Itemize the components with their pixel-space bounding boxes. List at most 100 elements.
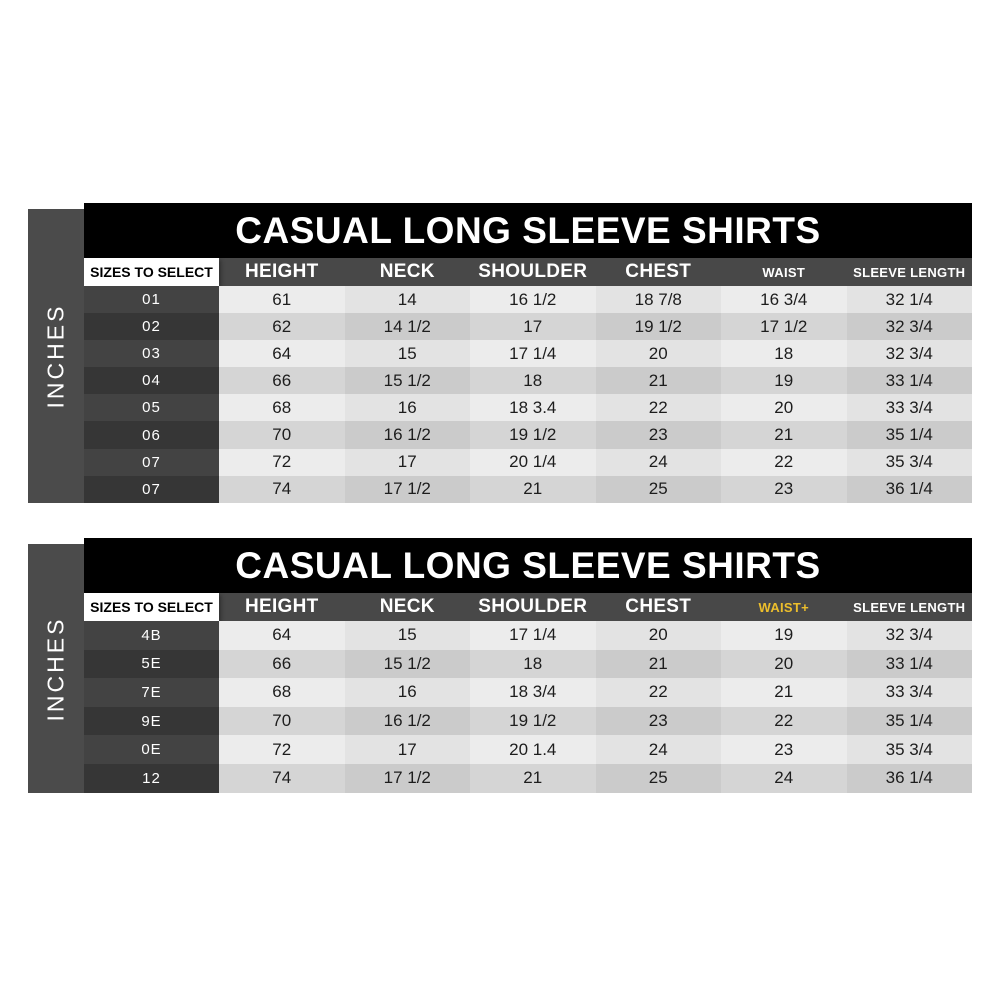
value-cell: 22 — [595, 394, 721, 422]
table-row: 01 61 14 16 1/2 18 7/8 16 3/4 32 1/4 — [84, 286, 972, 314]
value-cell: 33 1/4 — [846, 367, 972, 395]
value-cell: 16 1/2 — [344, 421, 470, 449]
column-header: NECK — [379, 261, 435, 282]
value-cell: 15 — [344, 340, 470, 368]
size-cell: 0E — [84, 735, 219, 764]
value-cell: 19 — [721, 367, 847, 395]
column-header: WAIST+ — [758, 599, 810, 615]
value-cell: 35 3/4 — [846, 448, 972, 476]
value-cell: 35 1/4 — [846, 421, 972, 449]
table-main: CASUAL LONG SLEEVE SHIRTS SIZES TO SELEC… — [84, 203, 972, 503]
unit-label: INCHES — [42, 303, 69, 409]
value-cell: 16 1/2 — [470, 286, 596, 314]
table-row: 4B 64 15 17 1/4 20 19 32 3/4 — [84, 621, 972, 650]
value-cell: 64 — [219, 340, 345, 368]
size-cell: 4B — [84, 621, 219, 650]
table-row: 9E 70 16 1/2 19 1/2 23 22 35 1/4 — [84, 706, 972, 736]
value-cell: 18 3.4 — [470, 394, 596, 422]
value-cell: 68 — [219, 678, 345, 707]
value-cell: 35 1/4 — [846, 706, 972, 736]
table-title: CASUAL LONG SLEEVE SHIRTS — [235, 209, 821, 251]
value-cell: 16 — [344, 394, 470, 422]
value-cell: 21 — [721, 678, 847, 707]
value-cell: 20 — [721, 649, 847, 679]
value-cell: 21 — [721, 421, 847, 449]
size-cell: 01 — [84, 286, 219, 314]
table-row: 02 62 14 1/2 17 19 1/2 17 1/2 32 3/4 — [84, 313, 972, 341]
value-cell: 74 — [219, 763, 345, 793]
size-cell: 5E — [84, 649, 219, 679]
value-cell: 19 1/2 — [595, 313, 721, 341]
value-cell: 21 — [470, 763, 596, 793]
size-cell: 04 — [84, 367, 219, 395]
value-cell: 22 — [721, 706, 847, 736]
value-cell: 20 — [595, 621, 721, 650]
value-cell: 18 7/8 — [595, 286, 721, 314]
table-row: 5E 66 15 1/2 18 21 20 33 1/4 — [84, 649, 972, 679]
value-cell: 20 1/4 — [470, 448, 596, 476]
header-row: SIZES TO SELECT HEIGHT NECK SHOULDER CHEST W… — [84, 593, 972, 621]
column-header: CHEST — [625, 261, 692, 282]
value-cell: 32 3/4 — [846, 313, 972, 341]
value-cell: 70 — [219, 421, 345, 449]
value-cell: 16 1/2 — [344, 706, 470, 736]
value-cell: 21 — [595, 649, 721, 679]
value-cell: 20 — [721, 394, 847, 422]
value-cell: 23 — [721, 735, 847, 764]
table-row: 07 72 17 20 1/4 24 22 35 3/4 — [84, 448, 972, 476]
column-header: WAIST — [762, 264, 806, 280]
size-cell: 03 — [84, 340, 219, 368]
value-cell: 33 3/4 — [846, 678, 972, 707]
value-cell: 36 1/4 — [846, 763, 972, 793]
column-header: SHOULDER — [478, 596, 588, 617]
value-cell: 24 — [595, 448, 721, 476]
value-cell: 15 1/2 — [344, 649, 470, 679]
table-title-bar: CASUAL LONG SLEEVE SHIRTS — [84, 538, 972, 593]
value-cell: 19 — [721, 621, 847, 650]
units-sidebar: INCHES — [28, 544, 84, 793]
value-cell: 70 — [219, 706, 345, 736]
column-header: HEIGHT — [244, 596, 319, 617]
value-cell: 22 — [721, 448, 847, 476]
value-cell: 17 1/4 — [470, 621, 596, 650]
value-cell: 23 — [595, 706, 721, 736]
table-row: 7E 68 16 18 3/4 22 21 33 3/4 — [84, 678, 972, 707]
value-cell: 33 1/4 — [846, 649, 972, 679]
value-cell: 62 — [219, 313, 345, 341]
value-cell: 72 — [219, 448, 345, 476]
value-cell: 20 — [595, 340, 721, 368]
value-cell: 32 3/4 — [846, 621, 972, 650]
size-cell: 07 — [84, 475, 219, 503]
header-row: SIZES TO SELECT HEIGHT NECK SHOULDER CHEST W… — [84, 258, 972, 286]
size-cell: 05 — [84, 394, 219, 422]
table-row: 04 66 15 1/2 18 21 19 33 1/4 — [84, 367, 972, 395]
value-cell: 16 — [344, 678, 470, 707]
column-header: NECK — [379, 596, 435, 617]
table-body: 01 61 14 16 1/2 18 7/8 16 3/4 32 1/4 02 62 14 1/2… — [84, 286, 972, 503]
value-cell: 66 — [219, 649, 345, 679]
value-cell: 24 — [595, 735, 721, 764]
size-cell: 7E — [84, 678, 219, 707]
value-cell: 17 1/2 — [721, 313, 847, 341]
value-cell: 74 — [219, 475, 345, 503]
unit-label: INCHES — [42, 616, 69, 721]
value-cell: 17 1/2 — [344, 475, 470, 503]
table-title: CASUAL LONG SLEEVE SHIRTS — [235, 544, 821, 586]
value-cell: 18 — [470, 649, 596, 679]
table-main: CASUAL LONG SLEEVE SHIRTS SIZES TO SELEC… — [84, 538, 972, 793]
value-cell: 66 — [219, 367, 345, 395]
value-cell: 17 — [344, 735, 470, 764]
size-cell: 9E — [84, 706, 219, 736]
table-row: 05 68 16 18 3.4 22 20 33 3/4 — [84, 394, 972, 422]
table-row: 12 74 17 1/2 21 25 24 36 1/4 — [84, 763, 972, 793]
value-cell: 68 — [219, 394, 345, 422]
column-header: CHEST — [625, 596, 692, 617]
size-cell: 07 — [84, 448, 219, 476]
value-cell: 23 — [595, 421, 721, 449]
size-cell: 06 — [84, 421, 219, 449]
column-header: SLEEVE LENGTH — [853, 599, 966, 615]
value-cell: 24 — [721, 763, 847, 793]
column-header: SHOULDER — [478, 261, 588, 282]
value-cell: 18 3/4 — [470, 678, 596, 707]
